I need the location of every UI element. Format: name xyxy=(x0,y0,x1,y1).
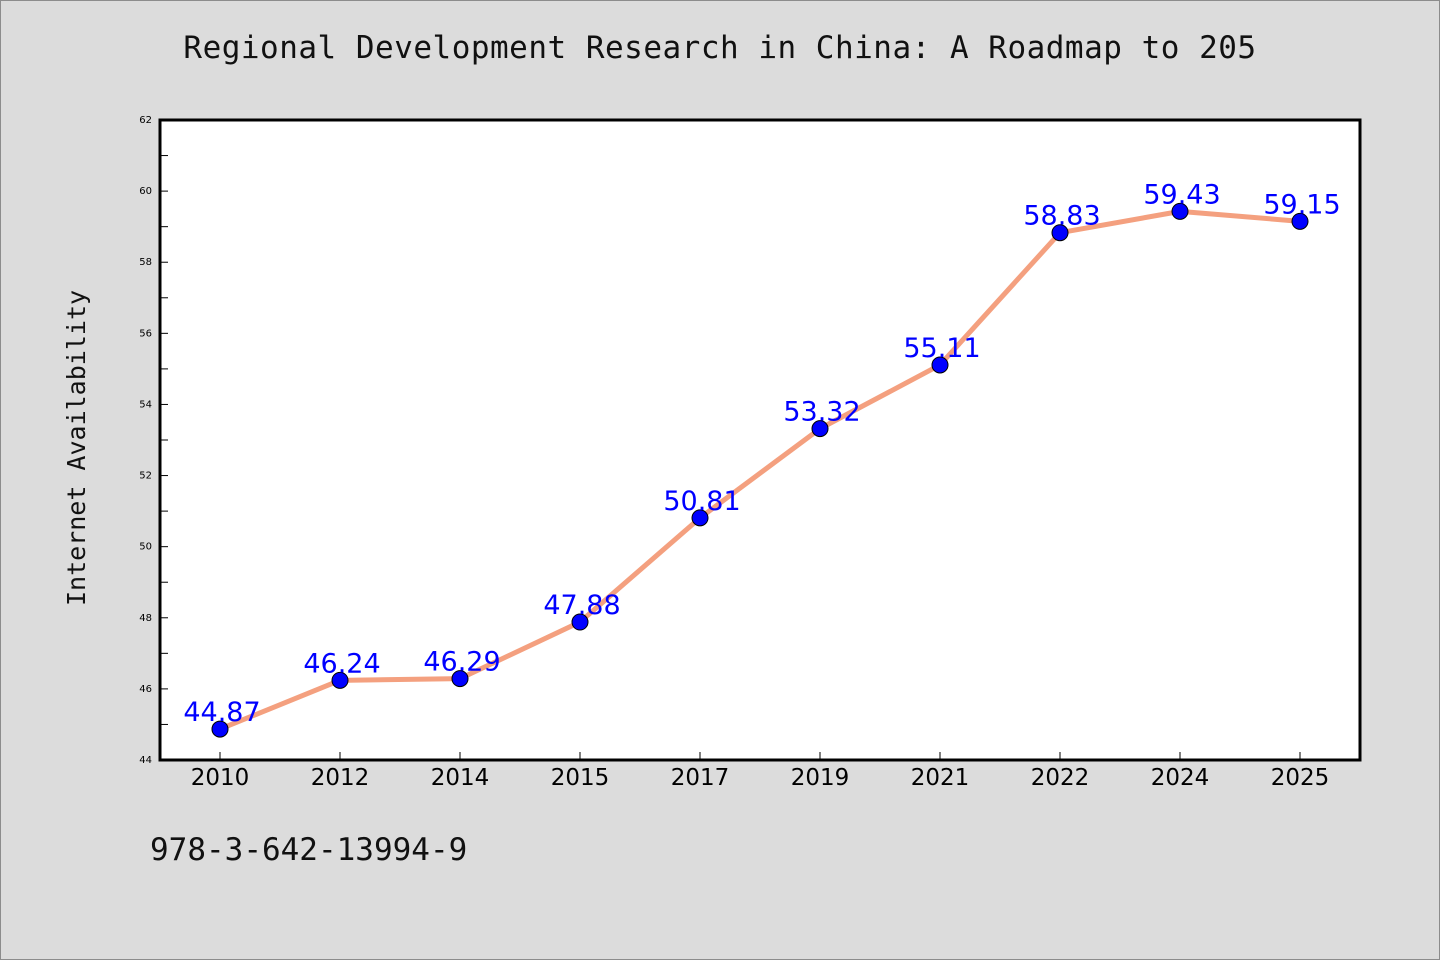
data-point xyxy=(451,670,469,688)
series-line xyxy=(217,208,1303,732)
x-tick-label: 2017 xyxy=(671,765,730,791)
y-tick-label: 58 xyxy=(139,257,152,268)
x-tick-label: 2024 xyxy=(1151,765,1210,791)
isbn-code: 978-3-642-13994-9 xyxy=(150,832,468,868)
x-tick-label: 2022 xyxy=(1031,765,1090,791)
data-point xyxy=(1051,224,1069,242)
data-label: 55.11 xyxy=(903,333,980,364)
y-tick-label: 52 xyxy=(139,471,152,482)
data-label: 59.15 xyxy=(1263,189,1340,220)
x-tick-label: 2025 xyxy=(1271,765,1330,791)
y-tick-label: 60 xyxy=(139,186,152,197)
y-tick-label: 56 xyxy=(139,328,152,339)
y-axis-label: Internet Availability xyxy=(62,290,91,606)
data-label: 46.29 xyxy=(423,647,500,678)
data-label: 47.88 xyxy=(543,590,620,621)
data-point xyxy=(1171,202,1189,220)
plot-area xyxy=(158,118,1362,762)
x-tick-label: 2019 xyxy=(791,765,850,791)
data-point xyxy=(691,509,709,527)
y-tick-label: 46 xyxy=(139,684,152,695)
data-point xyxy=(811,420,829,438)
data-label: 44.87 xyxy=(183,697,260,728)
x-tick-label: 2012 xyxy=(311,765,370,791)
data-label: 59.43 xyxy=(1143,179,1220,210)
y-tick-label: 44 xyxy=(139,755,152,766)
y-tick-label: 48 xyxy=(139,613,152,624)
x-tick-label: 2014 xyxy=(431,765,490,791)
data-label: 46.24 xyxy=(303,648,380,679)
y-tick-label: 62 xyxy=(139,115,152,126)
data-label: 53.32 xyxy=(783,397,860,428)
x-tick-label: 2015 xyxy=(551,765,610,791)
x-tick-label: 2021 xyxy=(911,765,970,791)
data-point xyxy=(931,356,949,374)
data-point xyxy=(1291,212,1309,230)
y-tick-label: 54 xyxy=(139,399,152,410)
y-tick-label: 50 xyxy=(139,542,152,553)
data-point xyxy=(331,671,349,689)
chart-title: Regional Development Research in China: … xyxy=(183,30,1257,66)
data-point xyxy=(211,720,229,738)
x-tick-label: 2010 xyxy=(191,765,250,791)
data-point xyxy=(571,613,589,631)
data-label: 50.81 xyxy=(663,486,740,517)
data-label: 58.83 xyxy=(1023,201,1100,232)
